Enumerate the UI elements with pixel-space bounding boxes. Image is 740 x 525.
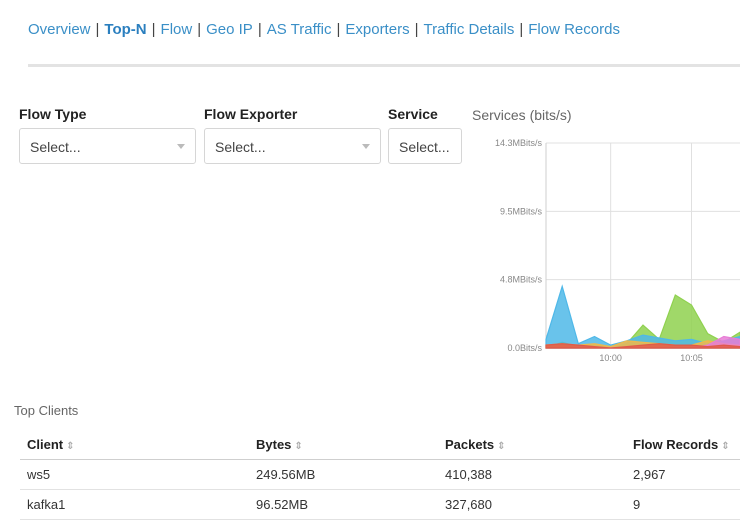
column-header-bytes[interactable]: Bytes ⇕ — [249, 429, 438, 460]
y-tick-label: 0.0Bits/s — [507, 343, 542, 353]
nav-separator: | — [197, 21, 202, 38]
cell-flow-records: 2,967 — [626, 459, 740, 490]
sort-icon: ⇕ — [497, 440, 506, 452]
service-label: Service — [388, 106, 438, 122]
flow-type-select[interactable]: Select... — [19, 128, 196, 164]
nav-separator: | — [151, 21, 156, 38]
column-label: Client — [27, 436, 64, 452]
nav-separator: | — [414, 21, 419, 38]
cell-client: ws5 — [20, 459, 249, 490]
x-tick-label: 10:05 — [680, 353, 703, 363]
tab-exporters[interactable]: Exporters — [345, 21, 410, 38]
y-tick-label: 9.5MBits/s — [500, 206, 543, 216]
top-clients-title: Top Clients — [14, 403, 79, 418]
column-label: Flow Records — [633, 436, 719, 452]
nav-separator: | — [257, 21, 262, 38]
tab-as-traffic[interactable]: AS Traffic — [266, 21, 332, 38]
service-select[interactable]: Select... — [388, 128, 462, 164]
nav-separator: | — [336, 21, 341, 38]
column-label: Bytes — [256, 436, 292, 452]
sort-icon: ⇕ — [66, 440, 75, 452]
table-header-row: Client ⇕ Bytes ⇕ Packets ⇕ Flow Records ⇕ — [20, 429, 740, 460]
table-row: kafka1 96.52MB 327,680 9 — [20, 489, 740, 520]
cell-flow-records: 9 — [626, 489, 740, 520]
flow-type-label: Flow Type — [19, 106, 87, 122]
sort-icon: ⇕ — [721, 440, 730, 452]
cell-packets: 410,388 — [438, 459, 626, 490]
divider — [28, 64, 740, 67]
y-tick-label: 14.3MBits/s — [495, 138, 543, 148]
chart-title: Services (bits/s) — [472, 107, 572, 123]
tab-top-n[interactable]: Top-N — [104, 21, 147, 38]
tab-geo-ip[interactable]: Geo IP — [206, 21, 253, 38]
cell-packets: 327,680 — [438, 489, 626, 520]
nav-separator: | — [519, 21, 524, 38]
flow-exporter-label: Flow Exporter — [204, 106, 298, 122]
service-value: Select... — [399, 139, 450, 155]
nav-separator: | — [95, 21, 100, 38]
flow-exporter-value: Select... — [215, 139, 266, 155]
sort-icon: ⇕ — [294, 440, 303, 452]
tab-overview[interactable]: Overview — [28, 21, 91, 38]
y-tick-label: 4.8MBits/s — [500, 275, 543, 285]
column-label: Packets — [445, 436, 495, 452]
column-header-packets[interactable]: Packets ⇕ — [438, 429, 626, 460]
cell-client: kafka1 — [20, 489, 249, 520]
tab-traffic-details[interactable]: Traffic Details — [423, 21, 515, 38]
tab-flow[interactable]: Flow — [160, 21, 193, 38]
tab-flow-records[interactable]: Flow Records — [528, 21, 620, 38]
area-series — [545, 343, 740, 349]
chevron-down-icon — [177, 144, 185, 149]
column-header-flow-records[interactable]: Flow Records ⇕ — [626, 429, 740, 460]
flow-type-value: Select... — [30, 139, 81, 155]
top-nav: Overview | Top-N | Flow | Geo IP | AS Traffic | Ex… — [28, 21, 620, 38]
flow-exporter-select[interactable]: Select... — [204, 128, 381, 164]
chevron-down-icon — [362, 144, 370, 149]
table-row: ws5 249.56MB 410,388 2,967 — [20, 459, 740, 490]
services-chart: 14.3MBits/s 9.5MBits/s 4.8MBits/s 0.0Bits/s… — [495, 138, 740, 363]
cell-bytes: 96.52MB — [249, 489, 438, 520]
cell-bytes: 249.56MB — [249, 459, 438, 490]
x-tick-label: 10:00 — [599, 353, 622, 363]
column-header-client[interactable]: Client ⇕ — [20, 429, 249, 460]
top-clients-table: Client ⇕ Bytes ⇕ Packets ⇕ Flow Records ⇕ ws… — [20, 429, 740, 520]
